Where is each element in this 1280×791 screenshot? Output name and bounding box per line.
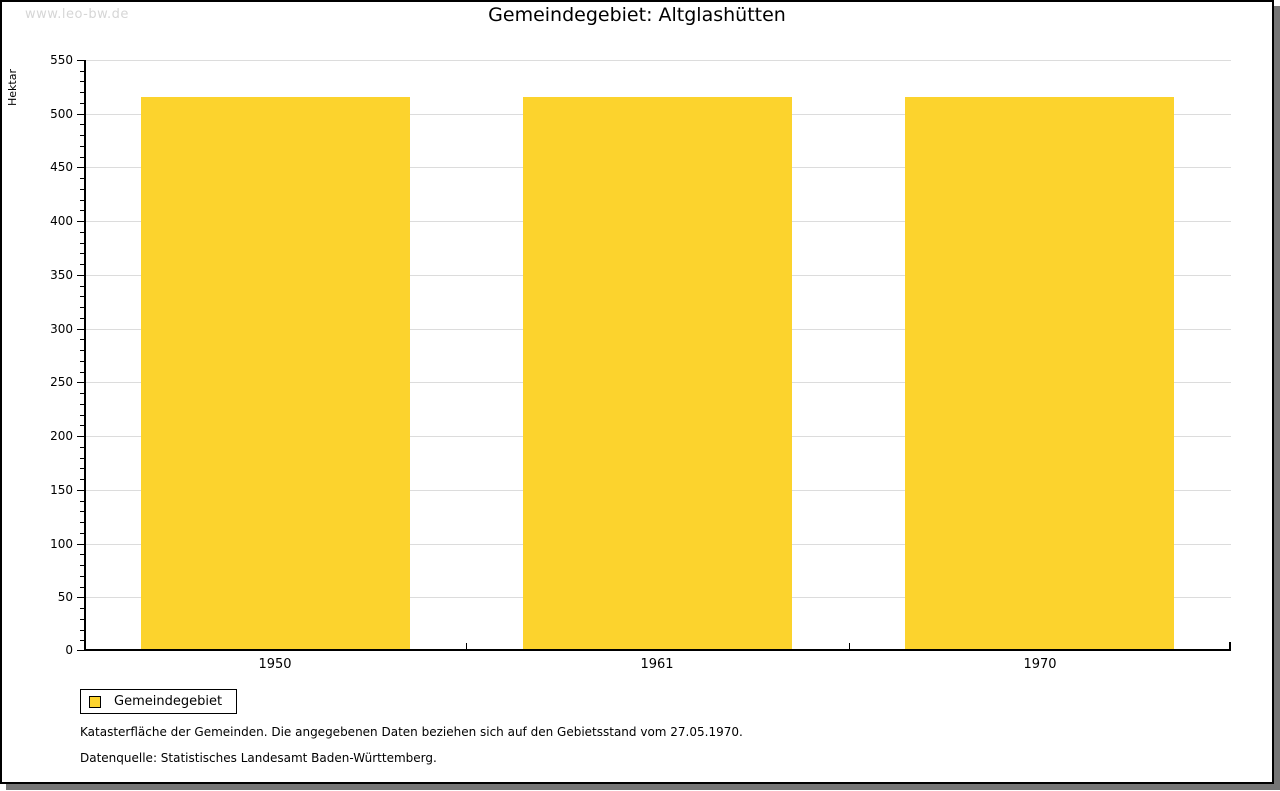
y-tick-minor-430 xyxy=(80,189,84,190)
y-tick-major-300 xyxy=(77,329,84,330)
y-axis-label-100: 100 xyxy=(50,537,73,551)
legend-box: Gemeindegebiet xyxy=(80,689,238,714)
y-axis-label-0: 0 xyxy=(65,643,73,657)
bar-1961 xyxy=(523,97,792,649)
y-tick-major-50 xyxy=(77,597,84,598)
y-tick-major-200 xyxy=(77,436,84,437)
y-tick-minor-510 xyxy=(80,103,84,104)
y-tick-minor-390 xyxy=(80,232,84,233)
y-tick-minor-280 xyxy=(80,350,84,351)
y-tick-minor-490 xyxy=(80,124,84,125)
y-axis-label-500: 500 xyxy=(50,107,73,121)
y-tick-major-400 xyxy=(77,221,84,222)
y-tick-minor-520 xyxy=(80,92,84,93)
y-tick-minor-210 xyxy=(80,425,84,426)
y-tick-minor-190 xyxy=(80,447,84,448)
y-tick-minor-20 xyxy=(80,630,84,631)
y-tick-minor-80 xyxy=(80,565,84,566)
y-tick-minor-410 xyxy=(80,210,84,211)
y-tick-minor-70 xyxy=(80,576,84,577)
y-tick-major-100 xyxy=(77,544,84,545)
y-axis-label-350: 350 xyxy=(50,268,73,282)
y-tick-minor-240 xyxy=(80,393,84,394)
y-axis-label-50: 50 xyxy=(57,590,73,604)
x-axis-label-1961: 1961 xyxy=(640,657,674,672)
x-axis-end-tick xyxy=(1229,642,1231,649)
y-tick-minor-30 xyxy=(80,619,84,620)
y-tick-minor-160 xyxy=(80,479,84,480)
x-axis-label-1950: 1950 xyxy=(258,657,292,672)
y-tick-major-350 xyxy=(77,275,84,276)
y-tick-minor-380 xyxy=(80,243,84,244)
plot-area: 0 50 100 150 200 250 300 350 400 450 500 550 1950 196… xyxy=(50,53,1231,672)
y-axis-title: Hektar xyxy=(6,69,19,106)
y-tick-minor-440 xyxy=(80,178,84,179)
y-tick-minor-170 xyxy=(80,468,84,469)
y-tick-minor-220 xyxy=(80,415,84,416)
y-tick-minor-420 xyxy=(80,200,84,201)
y-tick-minor-60 xyxy=(80,587,84,588)
y-tick-minor-270 xyxy=(80,361,84,362)
y-tick-minor-460 xyxy=(80,157,84,158)
watermark-text: www.leo-bw.de xyxy=(25,7,129,22)
y-axis-line xyxy=(84,60,86,651)
legend-label: Gemeindegebiet xyxy=(114,694,223,709)
y-tick-minor-330 xyxy=(80,296,84,297)
y-tick-major-150 xyxy=(77,490,84,491)
y-tick-major-500 xyxy=(77,114,84,115)
y-tick-minor-370 xyxy=(80,253,84,254)
y-tick-major-250 xyxy=(77,382,84,383)
y-tick-minor-110 xyxy=(80,533,84,534)
y-axis-label-250: 250 xyxy=(50,375,73,389)
y-tick-minor-290 xyxy=(80,339,84,340)
y-axis-label-150: 150 xyxy=(50,483,73,497)
legend-swatch xyxy=(89,695,101,708)
y-tick-minor-40 xyxy=(80,608,84,609)
y-tick-minor-530 xyxy=(80,81,84,82)
y-axis-label-400: 400 xyxy=(50,214,73,228)
y-tick-minor-260 xyxy=(80,372,84,373)
y-tick-minor-130 xyxy=(80,511,84,512)
y-axis-label-200: 200 xyxy=(50,429,73,443)
gridline-550 xyxy=(86,60,1231,61)
y-tick-major-450 xyxy=(77,167,84,168)
x-axis-line xyxy=(84,649,1231,651)
y-axis-label-300: 300 xyxy=(50,322,73,336)
y-axis-label-550: 550 xyxy=(50,53,73,67)
y-tick-minor-90 xyxy=(80,554,84,555)
y-tick-minor-310 xyxy=(80,318,84,319)
y-tick-minor-320 xyxy=(80,307,84,308)
y-tick-major-550 xyxy=(77,60,84,61)
y-tick-minor-360 xyxy=(80,264,84,265)
y-tick-minor-140 xyxy=(80,501,84,502)
y-axis-label-450: 450 xyxy=(50,160,73,174)
y-tick-minor-470 xyxy=(80,146,84,147)
y-tick-minor-120 xyxy=(80,522,84,523)
chart-title: Gemeindegebiet: Altglashütten xyxy=(488,4,786,26)
bar-1950 xyxy=(141,97,410,649)
y-tick-minor-540 xyxy=(80,71,84,72)
bar-1970 xyxy=(905,97,1174,649)
y-tick-minor-230 xyxy=(80,404,84,405)
y-tick-minor-10 xyxy=(80,640,84,641)
x-tick-boundary-1 xyxy=(466,643,467,649)
y-tick-minor-480 xyxy=(80,135,84,136)
caption-source-note: Katasterfläche der Gemeinden. Die angege… xyxy=(80,725,743,739)
x-axis-label-1970: 1970 xyxy=(1023,657,1057,672)
caption-data-source: Datenquelle: Statistisches Landesamt Bad… xyxy=(80,751,437,765)
x-tick-boundary-2 xyxy=(849,643,850,649)
y-tick-major-0 xyxy=(77,650,84,651)
y-tick-minor-340 xyxy=(80,286,84,287)
y-tick-minor-180 xyxy=(80,458,84,459)
